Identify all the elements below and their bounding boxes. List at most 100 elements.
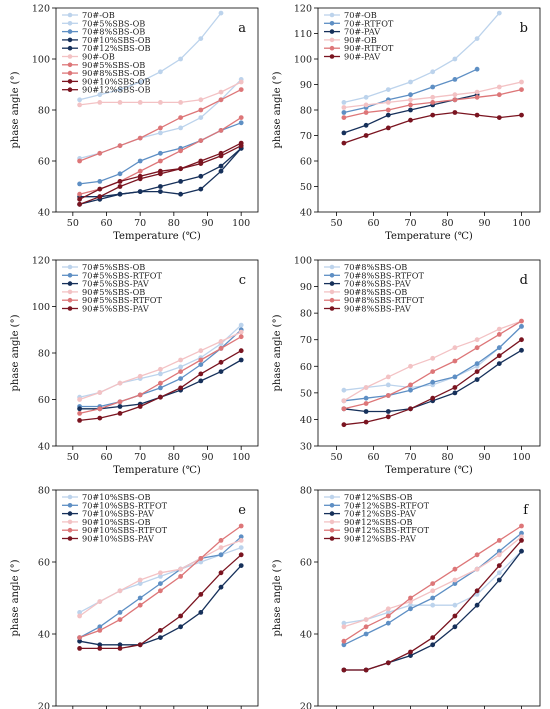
- legend-swatch-marker: [67, 273, 73, 278]
- data-point: [474, 345, 480, 351]
- series-line: [343, 550, 523, 671]
- legend-swatch-marker: [329, 297, 335, 303]
- data-point: [178, 100, 184, 105]
- data-point: [117, 399, 123, 405]
- data-point: [97, 628, 103, 633]
- data-point: [158, 380, 163, 386]
- legend-entry: 90#12%SBS-OB: [82, 85, 151, 95]
- data-point: [97, 415, 103, 421]
- y-tick-label: 60: [38, 157, 50, 168]
- data-point: [198, 138, 204, 144]
- data-point: [77, 158, 82, 164]
- data-point: [363, 419, 369, 425]
- data-point: [452, 56, 458, 62]
- data-point: [238, 87, 244, 92]
- data-point: [363, 631, 369, 637]
- series-line: [343, 12, 500, 104]
- legend-entry: 90#5%SBS-OB: [82, 287, 145, 297]
- data-point: [452, 390, 458, 396]
- data-point: [158, 394, 163, 400]
- series-90#-RTFOT: [341, 87, 524, 120]
- data-point: [474, 36, 480, 41]
- y-tick-label: 120: [294, 4, 312, 15]
- data-point: [137, 392, 143, 398]
- y-axis-title: phase angle (°): [10, 559, 21, 636]
- data-point: [218, 127, 224, 133]
- data-point: [158, 628, 163, 633]
- data-point: [198, 348, 204, 354]
- data-point: [77, 635, 82, 640]
- data-point: [238, 79, 244, 85]
- x-tick-label: 50: [67, 452, 79, 463]
- data-point: [238, 523, 244, 529]
- data-point: [430, 581, 436, 586]
- data-point: [341, 110, 347, 115]
- x-tick-label: 80: [441, 218, 453, 229]
- data-point: [519, 523, 524, 529]
- data-point: [218, 89, 224, 95]
- data-point: [408, 387, 413, 393]
- data-point: [97, 642, 103, 648]
- data-point: [97, 100, 103, 105]
- data-point: [117, 87, 123, 92]
- data-point: [77, 418, 82, 423]
- data-point: [77, 610, 82, 615]
- y-tick-label: 90: [300, 80, 312, 91]
- legend-swatch-marker: [329, 306, 335, 311]
- data-point: [452, 624, 458, 630]
- legend-swatch-marker: [67, 45, 73, 51]
- data-point: [178, 364, 184, 370]
- data-point: [452, 613, 458, 619]
- legend-entry: 90#-OB: [82, 52, 115, 62]
- x-tick-label: 60: [367, 452, 379, 463]
- series-line: [343, 320, 522, 402]
- series-90#10%SBS-OB: [77, 538, 244, 619]
- y-tick-label: 20: [38, 702, 50, 709]
- data-point: [218, 552, 224, 558]
- data-point: [77, 181, 82, 187]
- chart-panel-c: 50 60 70 80 90 100 40 60 80 100 120 Temperature (℃)…: [10, 256, 259, 476]
- data-point: [178, 56, 184, 62]
- legend-swatch-marker: [67, 511, 73, 516]
- x-tick-label: 50: [67, 218, 79, 229]
- data-point: [474, 592, 480, 597]
- data-point: [408, 117, 413, 123]
- series-90#10%SBS-RTFOT: [77, 523, 244, 640]
- x-tick-label: 70: [404, 452, 416, 463]
- y-tick-label: 60: [38, 558, 50, 569]
- data-point: [408, 606, 413, 612]
- plot-frame: [317, 259, 541, 447]
- legend-entry: 90#12%SBS-RTFOT: [344, 525, 430, 535]
- y-axis-title: phase angle (°): [272, 559, 283, 636]
- chart-panel-a: 50 60 70 80 90 100 40 60 80 100 120 Temperature (℃)…: [10, 4, 259, 242]
- data-point: [117, 184, 123, 189]
- series-90#12%SBS-OB: [77, 143, 244, 207]
- legend-swatch-marker: [67, 281, 73, 286]
- data-point: [158, 570, 163, 576]
- data-point: [97, 194, 103, 200]
- data-point: [408, 602, 413, 608]
- data-point: [496, 326, 502, 332]
- data-point: [430, 94, 436, 100]
- y-tick-label: 40: [38, 208, 50, 219]
- data-point: [158, 588, 163, 594]
- data-point: [408, 107, 413, 113]
- data-point: [430, 369, 436, 374]
- legend: 70#12%SBS-OB70#12%SBS-RTFOT70#12%SBS-PAV…: [324, 492, 430, 544]
- data-point: [408, 363, 413, 369]
- x-tick-label: 100: [512, 452, 530, 463]
- data-point: [363, 667, 369, 673]
- series-line: [79, 536, 242, 639]
- data-point: [341, 115, 347, 120]
- x-tick-label: 90: [201, 452, 213, 463]
- data-point: [452, 566, 458, 572]
- x-tick-label: 50: [330, 218, 342, 229]
- legend-entry: 70#-RTFOT: [344, 18, 394, 28]
- data-point: [198, 559, 204, 565]
- data-point: [158, 189, 163, 195]
- legend-swatch-marker: [67, 37, 73, 43]
- x-tick-label: 70: [404, 218, 416, 229]
- y-tick-label: 70: [300, 335, 312, 346]
- legend-swatch-marker: [329, 494, 335, 500]
